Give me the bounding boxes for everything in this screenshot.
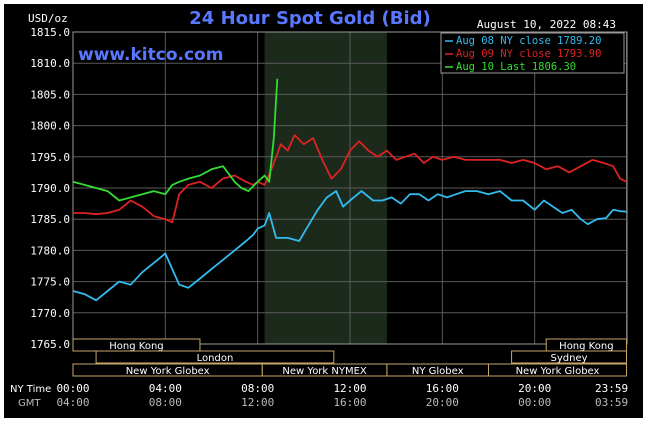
legend-entry: Aug 08 NY close 1789.20 bbox=[456, 35, 601, 47]
session-bar bbox=[488, 363, 628, 377]
x-row-label-gmt: GMT bbox=[18, 398, 41, 409]
x-row-label-ny: NY Time bbox=[10, 384, 51, 395]
timestamp: August 10, 2022 08:43 bbox=[477, 18, 616, 31]
x-tick-label-gmt: 04:00 bbox=[56, 396, 89, 409]
x-tick-label-ny: 04:00 bbox=[149, 382, 182, 395]
x-tick-label-gmt: 16:00 bbox=[333, 396, 366, 409]
y-tick-label: 1765.0 bbox=[30, 338, 70, 351]
y-tick-label: 1815.0 bbox=[30, 26, 70, 39]
legend-entry: Aug 10 Last 1806.30 bbox=[456, 61, 576, 73]
x-tick-label-ny: 20:00 bbox=[518, 382, 551, 395]
watermark: www.kitco.com bbox=[78, 45, 223, 65]
y-tick-label: 1810.0 bbox=[30, 57, 70, 70]
session-label: NY Globex bbox=[412, 366, 464, 377]
session-label: Hong Kong bbox=[559, 341, 613, 352]
x-tick-label-ny: 08:00 bbox=[241, 382, 274, 395]
session-label: New York Globex bbox=[516, 366, 600, 377]
x-tick-label-ny: 12:00 bbox=[333, 382, 366, 395]
x-tick-label-gmt: 12:00 bbox=[241, 396, 274, 409]
session-label: New York Globex bbox=[126, 366, 210, 377]
x-tick-label-gmt: 20:00 bbox=[426, 396, 459, 409]
y-tick-label: 1795.0 bbox=[30, 151, 70, 164]
session-label: Sydney bbox=[551, 353, 588, 364]
plot-frame bbox=[72, 31, 628, 345]
session-label: London bbox=[197, 353, 234, 364]
x-tick-label-gmt: 08:00 bbox=[149, 396, 182, 409]
legend-entry: Aug 09 NY close 1793.90 bbox=[456, 48, 601, 60]
x-tick-label-ny: 16:00 bbox=[426, 382, 459, 395]
session-label: New York NYMEX bbox=[282, 366, 367, 377]
series-line bbox=[73, 134, 627, 224]
y-tick-label: 1775.0 bbox=[30, 276, 70, 289]
legend-box bbox=[440, 32, 625, 74]
series-line bbox=[72, 78, 279, 202]
y-tick-label: 1785.0 bbox=[30, 213, 70, 226]
session-label: Hong Kong bbox=[109, 341, 163, 352]
y-tick-label: 1770.0 bbox=[30, 307, 70, 320]
x-tick-label-ny: 00:00 bbox=[56, 382, 89, 395]
session-bar bbox=[511, 350, 628, 364]
y-tick-label: 1790.0 bbox=[30, 182, 70, 195]
y-tick-label: 1805.0 bbox=[30, 88, 70, 101]
chart-title: 24 Hour Spot Gold (Bid) bbox=[189, 8, 430, 29]
series-line bbox=[72, 190, 627, 302]
x-tick-label-gmt: 00:00 bbox=[518, 396, 551, 409]
y-tick-label: 1800.0 bbox=[30, 120, 70, 133]
x-tick-label-gmt: 03:59 bbox=[595, 396, 628, 409]
unit-label: USD/oz bbox=[28, 12, 68, 25]
x-tick-label-ny: 23:59 bbox=[595, 382, 628, 395]
y-tick-label: 1780.0 bbox=[30, 244, 70, 257]
session-bar bbox=[95, 350, 335, 364]
